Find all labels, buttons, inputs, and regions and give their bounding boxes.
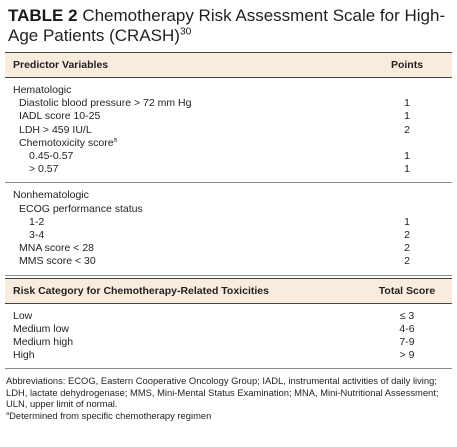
points — [362, 84, 452, 97]
table-2: Risk Category for Chemotherapy-Related T… — [5, 277, 452, 370]
points: 2 — [404, 123, 410, 136]
row: ECOG performance status — [5, 203, 452, 216]
row-label: High — [13, 349, 35, 362]
row: Chemotoxicity scorea — [5, 137, 452, 150]
label: 3-4 — [29, 229, 45, 242]
row-label: Hematologic — [5, 84, 362, 97]
row-label: ECOG performance status — [5, 203, 362, 216]
header-cell: Total Score — [378, 284, 436, 297]
points: 1 — [404, 215, 410, 228]
points — [362, 189, 452, 202]
points: 1 — [404, 97, 410, 110]
row-label: > 0.57 — [5, 163, 362, 176]
row-label: 1-2 — [5, 216, 362, 229]
row: MMS score < 30 2 — [5, 255, 452, 268]
row: MNA score < 28 2 — [5, 242, 452, 255]
row-label: Low — [13, 309, 33, 322]
footnotes: Abbreviations: ECOG, Eastern Cooperative… — [5, 375, 452, 421]
label: > 0.57 — [29, 163, 59, 176]
header-row: Predictor Variables Points — [5, 52, 452, 78]
row-label: 3-4 — [5, 229, 362, 242]
points: 1 — [404, 150, 410, 163]
row-label: Medium low — [13, 322, 70, 335]
label: IADL score 10-25 — [19, 110, 101, 123]
footnote-marker: a — [6, 410, 10, 417]
row-label: 0.45-0.57 — [5, 150, 362, 163]
total-score: ≤ 3 — [399, 309, 415, 322]
points: 2 — [404, 229, 410, 242]
abbreviations: Abbreviations: ECOG, Eastern Cooperative… — [6, 375, 439, 410]
row: 1-2 1 — [5, 216, 452, 229]
label: ECOG performance status — [19, 202, 143, 215]
row: Medium low 4-6 — [5, 323, 452, 336]
label: MMS score < 30 — [19, 255, 96, 268]
section: Nonhematologic ECOG performance status 1-2… — [5, 183, 452, 276]
points — [362, 203, 452, 216]
label: 0.45-0.57 — [29, 150, 74, 163]
label: LDH > 459 IU/L — [19, 123, 92, 136]
title: TABLE 2 Chemotherapy Risk Assessment Sca… — [8, 6, 452, 46]
row-label: MNA score < 28 — [5, 242, 362, 255]
header-cell: Predictor Variables — [13, 59, 109, 71]
title-text: Chemotherapy Risk Assessment Scale for H… — [8, 6, 446, 45]
footnote: aDetermined from specific chemotherapy r… — [6, 410, 452, 422]
header-cell: Risk Category for Chemotherapy-Related T… — [13, 284, 269, 297]
row: Nonhematologic — [5, 189, 452, 202]
label: Chemotoxicity score — [19, 136, 114, 149]
row-label: IADL score 10-25 — [5, 110, 362, 123]
row: Hematologic — [5, 84, 452, 97]
row-label: Chemotoxicity scorea — [5, 137, 362, 150]
title-ref: 30 — [179, 26, 192, 38]
total-score: 7-9 — [399, 336, 415, 349]
header-cell: Points — [390, 59, 424, 71]
total-score: 4-6 — [399, 322, 415, 335]
section: Hematologic Diastolic blood pressure > 72… — [5, 78, 452, 184]
points: 1 — [404, 110, 410, 123]
label: Hematologic — [13, 84, 72, 96]
row-label: Medium high — [13, 336, 74, 349]
row: Medium high 7-9 — [5, 336, 452, 349]
label: Diastolic blood pressure > 72 mm Hg — [19, 97, 192, 110]
label: 1-2 — [29, 215, 45, 228]
row: 0.45-0.57 1 — [5, 150, 452, 163]
row-label: Diastolic blood pressure > 72 mm Hg — [5, 97, 362, 110]
row: 3-4 2 — [5, 229, 452, 242]
total-score: > 9 — [399, 349, 415, 362]
header-row: Risk Category for Chemotherapy-Related T… — [5, 277, 452, 304]
row-label: MMS score < 30 — [5, 255, 362, 268]
row: Diastolic blood pressure > 72 mm Hg 1 — [5, 97, 452, 110]
points: 1 — [404, 163, 410, 176]
footnote-text: Determined from specific chemotherapy re… — [9, 409, 212, 421]
section: Low ≤ 3 Medium low 4-6 Medium high 7-9 High > 9 — [5, 304, 452, 370]
points: 2 — [404, 255, 410, 268]
table-1: Predictor Variables Points Hematologic Dias… — [5, 52, 452, 276]
points — [362, 137, 452, 150]
label: Nonhematologic — [13, 189, 89, 202]
points: 2 — [404, 242, 410, 255]
label: MNA score < 28 — [19, 242, 94, 255]
row: > 0.57 1 — [5, 163, 452, 176]
footnote-marker: a — [113, 136, 118, 144]
row: IADL score 10-25 1 — [5, 110, 452, 123]
row: Low ≤ 3 — [5, 310, 452, 323]
row: LDH > 459 IU/L 2 — [5, 124, 452, 137]
table-label: TABLE 2 — [8, 6, 78, 25]
row-label: LDH > 459 IU/L — [5, 124, 362, 137]
row-label: Nonhematologic — [5, 189, 362, 202]
row: High > 9 — [5, 349, 452, 362]
